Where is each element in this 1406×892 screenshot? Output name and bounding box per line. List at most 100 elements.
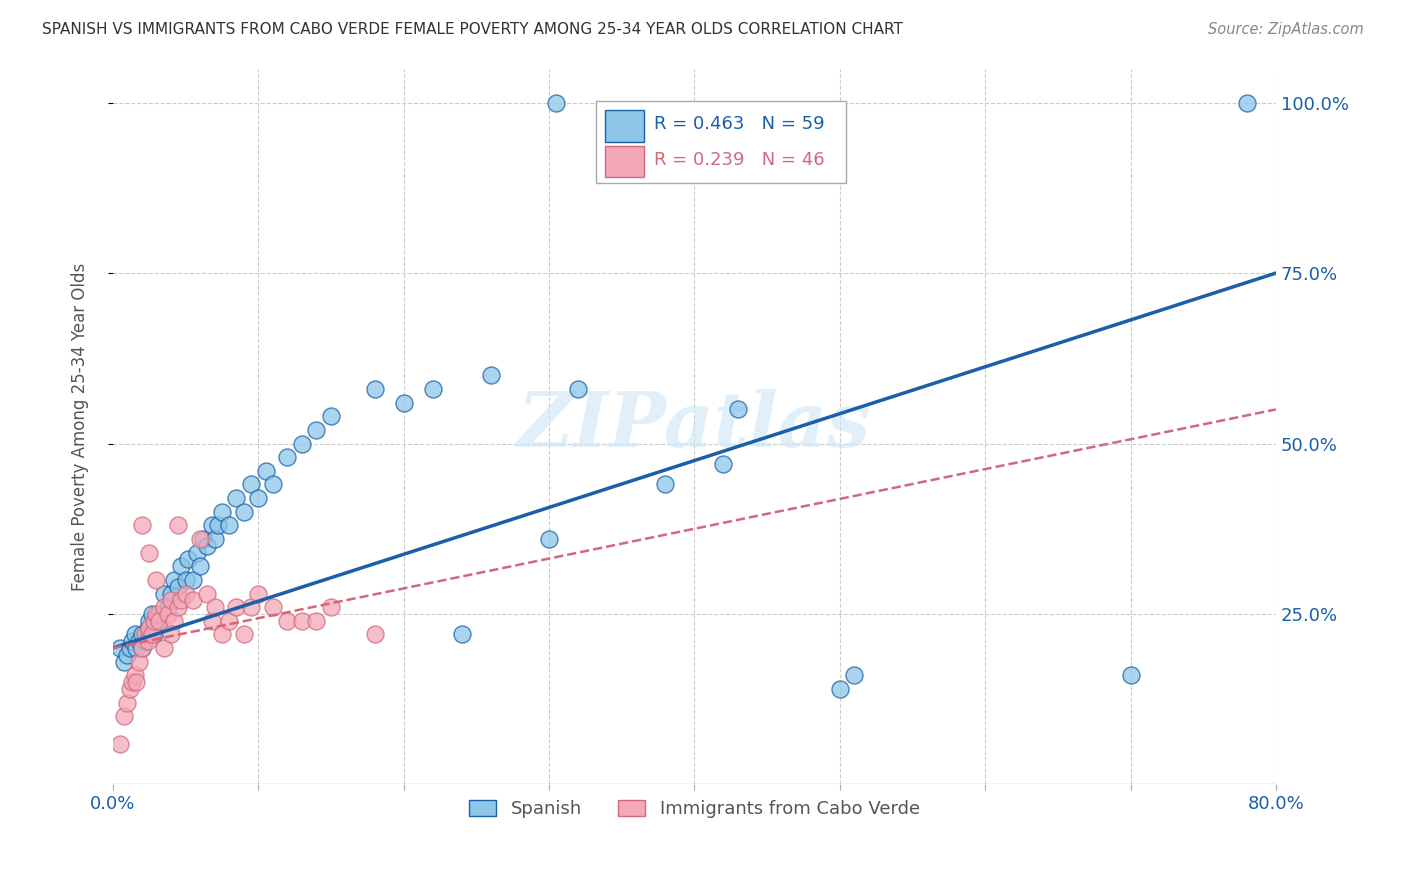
Point <box>239 477 262 491</box>
Point <box>141 627 163 641</box>
Point <box>131 627 153 641</box>
Point <box>114 709 136 723</box>
Point <box>167 600 190 615</box>
Point <box>207 518 229 533</box>
Point <box>247 491 270 505</box>
Point <box>276 614 298 628</box>
Point <box>654 477 676 491</box>
Point <box>537 532 560 546</box>
Point <box>125 641 148 656</box>
Point <box>136 621 159 635</box>
Point <box>305 423 328 437</box>
Point <box>120 641 142 656</box>
Point <box>195 539 218 553</box>
Point <box>1119 668 1142 682</box>
Point <box>131 641 153 656</box>
Point <box>211 627 233 641</box>
FancyBboxPatch shape <box>605 110 644 142</box>
Point <box>131 518 153 533</box>
Point <box>204 600 226 615</box>
Point <box>191 532 214 546</box>
Point <box>218 614 240 628</box>
Point <box>422 382 444 396</box>
Y-axis label: Female Poverty Among 25-34 Year Olds: Female Poverty Among 25-34 Year Olds <box>72 262 89 591</box>
Point <box>142 627 165 641</box>
Point <box>142 614 165 628</box>
Point <box>239 600 262 615</box>
Point <box>319 600 342 615</box>
Point <box>167 580 190 594</box>
Point <box>186 546 208 560</box>
Point <box>232 505 254 519</box>
Point <box>128 634 150 648</box>
Point <box>450 627 472 641</box>
Point <box>181 593 204 607</box>
Point <box>225 600 247 615</box>
Point <box>120 681 142 696</box>
Point <box>844 668 866 682</box>
Point <box>727 402 749 417</box>
Text: Source: ZipAtlas.com: Source: ZipAtlas.com <box>1208 22 1364 37</box>
Point <box>124 668 146 682</box>
Point <box>138 621 160 635</box>
Point <box>134 627 156 641</box>
Point <box>177 552 200 566</box>
Point <box>160 586 183 600</box>
Text: R = 0.239   N = 46: R = 0.239 N = 46 <box>654 151 824 169</box>
Point <box>204 532 226 546</box>
Point <box>134 634 156 648</box>
Point <box>567 382 589 396</box>
Point <box>131 641 153 656</box>
Point <box>201 518 224 533</box>
Point <box>121 675 143 690</box>
Point <box>276 450 298 465</box>
Point <box>218 518 240 533</box>
Point <box>211 505 233 519</box>
FancyBboxPatch shape <box>605 145 644 178</box>
Point <box>148 607 170 621</box>
Point <box>157 600 180 615</box>
Point <box>114 655 136 669</box>
Point <box>363 382 385 396</box>
Point <box>479 368 502 383</box>
Point <box>141 607 163 621</box>
Point <box>174 586 197 600</box>
Point <box>305 614 328 628</box>
Point <box>254 464 277 478</box>
Point <box>232 627 254 641</box>
Point <box>138 614 160 628</box>
Point <box>247 586 270 600</box>
Point <box>170 559 193 574</box>
Point <box>117 696 139 710</box>
Point <box>291 436 314 450</box>
Text: SPANISH VS IMMIGRANTS FROM CABO VERDE FEMALE POVERTY AMONG 25-34 YEAR OLDS CORRE: SPANISH VS IMMIGRANTS FROM CABO VERDE FE… <box>42 22 903 37</box>
Point <box>188 559 211 574</box>
Point <box>201 614 224 628</box>
Point <box>174 573 197 587</box>
Point <box>152 641 174 656</box>
Point <box>117 648 139 662</box>
Point <box>108 737 131 751</box>
Point <box>160 627 183 641</box>
Point <box>392 395 415 409</box>
Point <box>163 614 186 628</box>
Point <box>138 627 160 641</box>
FancyBboxPatch shape <box>596 101 845 183</box>
Point <box>121 634 143 648</box>
Point <box>546 95 568 110</box>
Point <box>157 607 180 621</box>
Point <box>124 627 146 641</box>
Point <box>291 614 314 628</box>
Point <box>136 634 159 648</box>
Point <box>152 586 174 600</box>
Point <box>363 627 385 641</box>
Point <box>319 409 342 424</box>
Point <box>828 681 851 696</box>
Point <box>713 457 735 471</box>
Point <box>188 532 211 546</box>
Point <box>145 614 167 628</box>
Text: ZIPatlas: ZIPatlas <box>517 390 870 464</box>
Point <box>181 573 204 587</box>
Point <box>170 593 193 607</box>
Point <box>148 614 170 628</box>
